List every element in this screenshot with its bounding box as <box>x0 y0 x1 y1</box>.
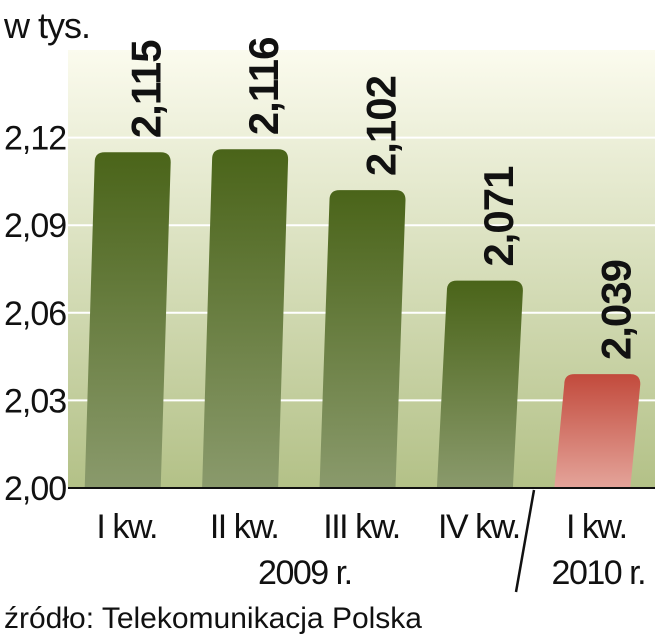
category-label: II kw. <box>210 508 278 546</box>
value-labels: 2,115 2,116 2,102 2,071 2,039 <box>123 37 640 360</box>
category-label: IV kw. <box>438 508 520 546</box>
y-tick-label: 2,12 <box>4 120 66 158</box>
bar <box>319 190 406 488</box>
source-label: źródło: Telekomunikacja Polska <box>4 602 422 635</box>
value-label: 2,039 <box>592 260 639 360</box>
year-label: 2009 r. <box>258 554 351 592</box>
year-label: 2010 r. <box>552 554 645 592</box>
category-label: I kw. <box>566 508 627 546</box>
bar <box>202 149 289 488</box>
category-labels: I kw. II kw. III kw. IV kw. I kw. <box>96 508 628 546</box>
bar-highlight <box>554 374 641 488</box>
value-label: 2,115 <box>123 40 170 138</box>
unit-label: w tys. <box>3 5 90 46</box>
year-labels: 2009 r. 2010 r. <box>258 554 646 592</box>
y-axis: 2,00 2,03 2,06 2,09 2,12 <box>4 120 67 508</box>
year-separator <box>514 489 536 593</box>
category-label: III kw. <box>323 508 399 546</box>
value-label: 2,102 <box>358 76 405 176</box>
y-tick-label: 2,09 <box>4 207 66 245</box>
y-tick-label: 2,00 <box>4 470 66 508</box>
value-label: 2,071 <box>475 166 522 267</box>
category-label: I kw. <box>96 508 157 546</box>
bars <box>84 149 641 488</box>
bar <box>436 280 523 488</box>
y-tick-label: 2,06 <box>4 295 66 333</box>
bar <box>84 152 171 488</box>
value-label: 2,116 <box>240 37 287 135</box>
y-tick-label: 2,03 <box>4 382 66 420</box>
